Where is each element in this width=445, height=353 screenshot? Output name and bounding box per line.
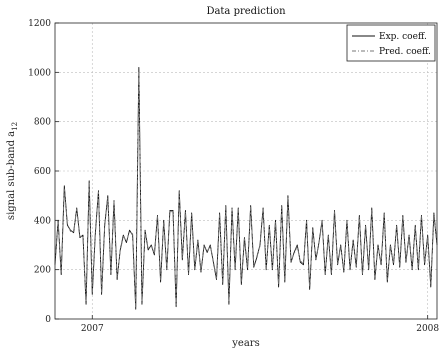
y-tick-label: 200 — [34, 266, 51, 276]
y-axis-title-subscript: 12 — [11, 122, 19, 131]
y-axis-title-main: signal sub-band a — [6, 131, 17, 220]
series-layer — [54, 66, 438, 310]
y-tick-label: 1200 — [28, 19, 51, 29]
x-axis-ticks: 2007 2008 — [81, 315, 439, 334]
legend-label-exp: Exp. coeff. — [379, 32, 427, 42]
y-axis-ticks: 0 200 400 600 800 1000 1200 — [28, 19, 59, 325]
x-axis-title: years — [231, 338, 259, 349]
legend-box — [346, 24, 436, 62]
legend-label-pred: Pred. coeff. — [379, 47, 431, 57]
y-tick-label: 800 — [34, 118, 51, 128]
y-tick-label: 0 — [45, 315, 51, 325]
y-tick-label: 400 — [34, 216, 51, 226]
plot-area: 0 200 400 600 800 1000 1200 2007 2008 — [28, 19, 439, 334]
x-tick-label: 2007 — [81, 324, 104, 334]
y-tick-label: 600 — [34, 167, 51, 177]
y-axis-title: signal sub-band a12 — [6, 122, 19, 220]
legend: Exp. coeff. Pred. coeff. — [346, 24, 436, 62]
chart-title: Data prediction — [206, 6, 286, 17]
x-tick-label: 2008 — [416, 324, 439, 334]
grid-lines — [55, 23, 437, 319]
y-tick-label: 1000 — [28, 68, 51, 78]
series-line-pred-coeff — [54, 71, 438, 308]
